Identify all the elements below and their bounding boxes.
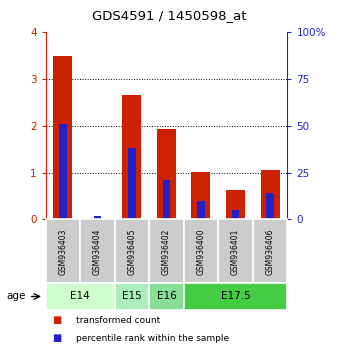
- Bar: [184, 219, 218, 283]
- Bar: [53, 56, 72, 219]
- Bar: [157, 129, 176, 219]
- Bar: [94, 216, 101, 219]
- Text: percentile rank within the sample: percentile rank within the sample: [76, 333, 229, 343]
- Bar: [115, 219, 149, 283]
- Text: GSM936404: GSM936404: [93, 228, 102, 275]
- Bar: [149, 219, 184, 283]
- Bar: [46, 283, 115, 310]
- Text: transformed count: transformed count: [76, 316, 160, 325]
- Text: GSM936401: GSM936401: [231, 228, 240, 275]
- Bar: [226, 190, 245, 219]
- Bar: [197, 201, 205, 219]
- Bar: [128, 148, 136, 219]
- Text: E15: E15: [122, 291, 142, 302]
- Text: age: age: [7, 291, 26, 302]
- Bar: [261, 170, 280, 219]
- Bar: [46, 219, 80, 283]
- Text: ■: ■: [52, 315, 62, 325]
- Bar: [192, 172, 211, 219]
- Text: ■: ■: [52, 333, 62, 343]
- Bar: [266, 193, 274, 219]
- Bar: [149, 283, 184, 310]
- Bar: [218, 219, 253, 283]
- Bar: [80, 219, 115, 283]
- Text: GSM936400: GSM936400: [196, 228, 206, 275]
- Text: GSM936402: GSM936402: [162, 228, 171, 275]
- Bar: [59, 124, 67, 219]
- Text: E16: E16: [156, 291, 176, 302]
- Bar: [122, 95, 141, 219]
- Text: GSM936405: GSM936405: [127, 228, 137, 275]
- Text: GSM936403: GSM936403: [58, 228, 67, 275]
- Bar: [232, 210, 239, 219]
- Text: GDS4591 / 1450598_at: GDS4591 / 1450598_at: [92, 9, 246, 22]
- Text: E17.5: E17.5: [221, 291, 250, 302]
- Text: E14: E14: [70, 291, 90, 302]
- Bar: [184, 283, 287, 310]
- Bar: [115, 283, 149, 310]
- Bar: [253, 219, 287, 283]
- Bar: [163, 180, 170, 219]
- Text: GSM936406: GSM936406: [266, 228, 274, 275]
